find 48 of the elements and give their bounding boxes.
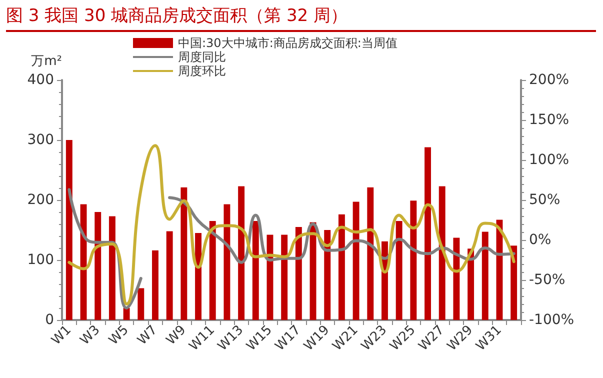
bar	[180, 187, 188, 320]
chart-title: 图 3 我国 30 城商品房成交面积（第 32 周）	[6, 4, 596, 32]
x-tick-label: W3	[78, 322, 104, 348]
bar	[108, 216, 116, 320]
bar	[195, 233, 202, 320]
bar	[152, 250, 158, 320]
legend-label: 中国:30大中城市:商品房成交面积:当周值	[178, 36, 398, 50]
bar	[338, 214, 345, 320]
y2-tick-label: 50%	[529, 192, 560, 208]
bar	[66, 140, 72, 320]
y-tick-label: 300	[27, 132, 54, 148]
bar	[252, 221, 259, 320]
bar	[224, 204, 230, 320]
bar	[367, 187, 374, 320]
bar	[352, 202, 360, 320]
y2-tick-label: 0%	[529, 232, 552, 248]
y-tick-label: 0	[45, 312, 54, 328]
bar	[295, 227, 302, 320]
bar	[166, 231, 173, 320]
x-tick-label: W9	[164, 322, 190, 348]
y2-tick-label: -50%	[529, 272, 566, 288]
line-series	[68, 144, 516, 306]
legend-label: 周度同比	[178, 50, 226, 64]
bar	[94, 212, 102, 320]
y-tick-label: 200	[27, 192, 54, 208]
bar	[396, 221, 402, 320]
y-tick-label: 100	[27, 252, 54, 268]
bar	[510, 246, 518, 320]
bar	[324, 230, 331, 320]
bar	[209, 221, 216, 320]
x-tick-label: W5	[106, 322, 132, 348]
bar	[438, 186, 446, 320]
bar	[482, 232, 488, 320]
legend-label: 周度环比	[178, 64, 226, 78]
bar	[424, 147, 431, 320]
y2-tick-label: 200%	[529, 72, 570, 88]
x-tick-label: W7	[135, 322, 161, 348]
bar	[138, 288, 144, 320]
y-axis-title: 万m²	[31, 54, 62, 69]
bar	[281, 234, 288, 320]
bar	[453, 238, 460, 320]
y-tick-label: 400	[27, 72, 54, 88]
y2-tick-label: 100%	[529, 152, 570, 168]
bar	[123, 308, 130, 320]
bar	[410, 200, 417, 320]
y2-tick-label: 150%	[529, 112, 570, 128]
bar	[238, 186, 245, 320]
y2-tick-label: -100%	[529, 312, 574, 328]
